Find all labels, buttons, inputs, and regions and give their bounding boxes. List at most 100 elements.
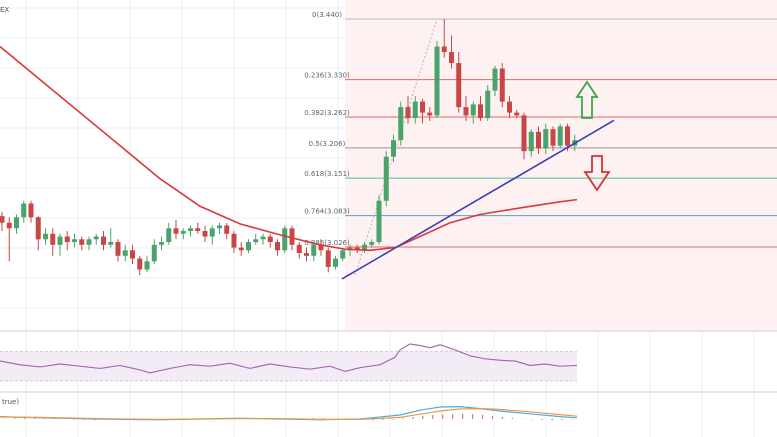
fib-level-label: 0(3.440): [312, 11, 342, 19]
arrow-down-icon: [583, 155, 611, 192]
candle-body: [543, 129, 549, 149]
macd-signal-line: [0, 407, 578, 421]
candle-body: [485, 90, 491, 119]
candle-body: [311, 244, 317, 256]
candle-body: [282, 228, 288, 251]
candle-body: [434, 46, 440, 116]
direction-arrows: [575, 80, 611, 192]
candle-body: [202, 231, 208, 237]
fibonacci-levels: 0(3.440) 0.236(3.330) 0.382(3.262) 0.5(3.20…: [304, 11, 777, 248]
candle-body: [238, 247, 244, 251]
fibonacci-shade: [345, 0, 777, 331]
candle-body: [449, 52, 454, 64]
candle-body: [369, 242, 375, 245]
candle-body: [137, 258, 143, 270]
candle-body: [470, 104, 476, 116]
candle-body: [6, 222, 12, 229]
candle-body: [427, 112, 433, 116]
candle-body: [173, 228, 179, 234]
candle-body: [108, 242, 114, 245]
candle-body: [246, 242, 251, 251]
candle-body: [478, 104, 483, 119]
candle-body: [463, 107, 469, 116]
candle-body: [122, 250, 128, 256]
symbol-label: EX: [0, 6, 9, 14]
candle-body: [209, 228, 215, 237]
candle-body: [28, 203, 34, 218]
candle-body: [514, 112, 520, 116]
candle-body: [318, 244, 324, 251]
candle-body: [64, 236, 70, 243]
moving-average-line: [0, 45, 578, 252]
candle-body: [72, 239, 77, 243]
candle-body: [188, 228, 193, 232]
candle-body: [151, 244, 157, 262]
candle-body: [217, 225, 222, 229]
candle-body: [391, 140, 396, 157]
candle-body: [405, 107, 411, 119]
candle-body: [521, 115, 527, 152]
candle-body: [86, 239, 92, 245]
candle-body: [289, 228, 295, 245]
candle-body: [420, 101, 425, 113]
candle-body: [304, 253, 309, 256]
candle-body: [130, 250, 135, 259]
macd-panel: [0, 405, 578, 421]
candle-body: [296, 244, 302, 254]
candle-body: [536, 131, 541, 149]
fib-level-label: 0.5(3.206): [309, 140, 346, 148]
candle-body: [93, 236, 99, 240]
candle-body: [362, 244, 367, 251]
candle-body: [21, 203, 27, 218]
candle-body: [101, 236, 106, 245]
candle-body: [441, 46, 447, 53]
rsi-line: [0, 343, 578, 374]
fib-level-label: 0.764(3.083): [304, 208, 350, 216]
candle-body: [507, 101, 512, 113]
candle-body: [354, 247, 360, 251]
candle-body: [260, 236, 266, 240]
candle-body: [43, 233, 48, 240]
fib-level-label: 0.886(3.026): [304, 239, 350, 247]
candle-body: [79, 239, 85, 245]
candle-body: [115, 242, 121, 256]
candlesticks: [0, 19, 578, 276]
candle-body: [224, 225, 230, 234]
candle-body: [550, 129, 556, 146]
trendline: [341, 119, 615, 280]
candle-body: [492, 68, 498, 91]
candle-body: [557, 126, 563, 146]
candle-body: [456, 63, 462, 108]
candle-body: [144, 261, 150, 270]
candle-body: [14, 217, 19, 229]
fibonacci-measure-line: [354, 18, 438, 276]
candle-body: [267, 236, 273, 243]
candle-body: [376, 200, 382, 243]
candle-body: [398, 107, 404, 141]
candle-body: [528, 131, 534, 152]
candle-body: [383, 156, 389, 201]
candle-body: [565, 126, 570, 146]
candle-body: [180, 231, 186, 234]
candle-body: [275, 242, 280, 251]
arrow-up-icon: [575, 80, 599, 119]
candle-body: [499, 68, 505, 102]
candle-body: [412, 101, 418, 119]
fib-level-label: 0.236(3.330): [304, 72, 350, 80]
candle-body: [231, 233, 237, 248]
candle-body: [35, 217, 41, 240]
fib-level-label: 0.618(3.151): [304, 170, 350, 178]
candle-body: [159, 242, 164, 245]
candle-body: [325, 250, 331, 267]
fib-level-label: 0.382(3.262): [304, 109, 350, 117]
rsi-panel: [0, 343, 578, 382]
candle-body: [0, 216, 5, 223]
candle-body: [340, 250, 346, 259]
candle-body: [166, 228, 172, 243]
candle-body: [50, 233, 56, 245]
candle-body: [57, 236, 63, 245]
candle-body: [333, 258, 338, 267]
indicator-label: true): [2, 398, 19, 406]
candle-body: [253, 239, 259, 243]
